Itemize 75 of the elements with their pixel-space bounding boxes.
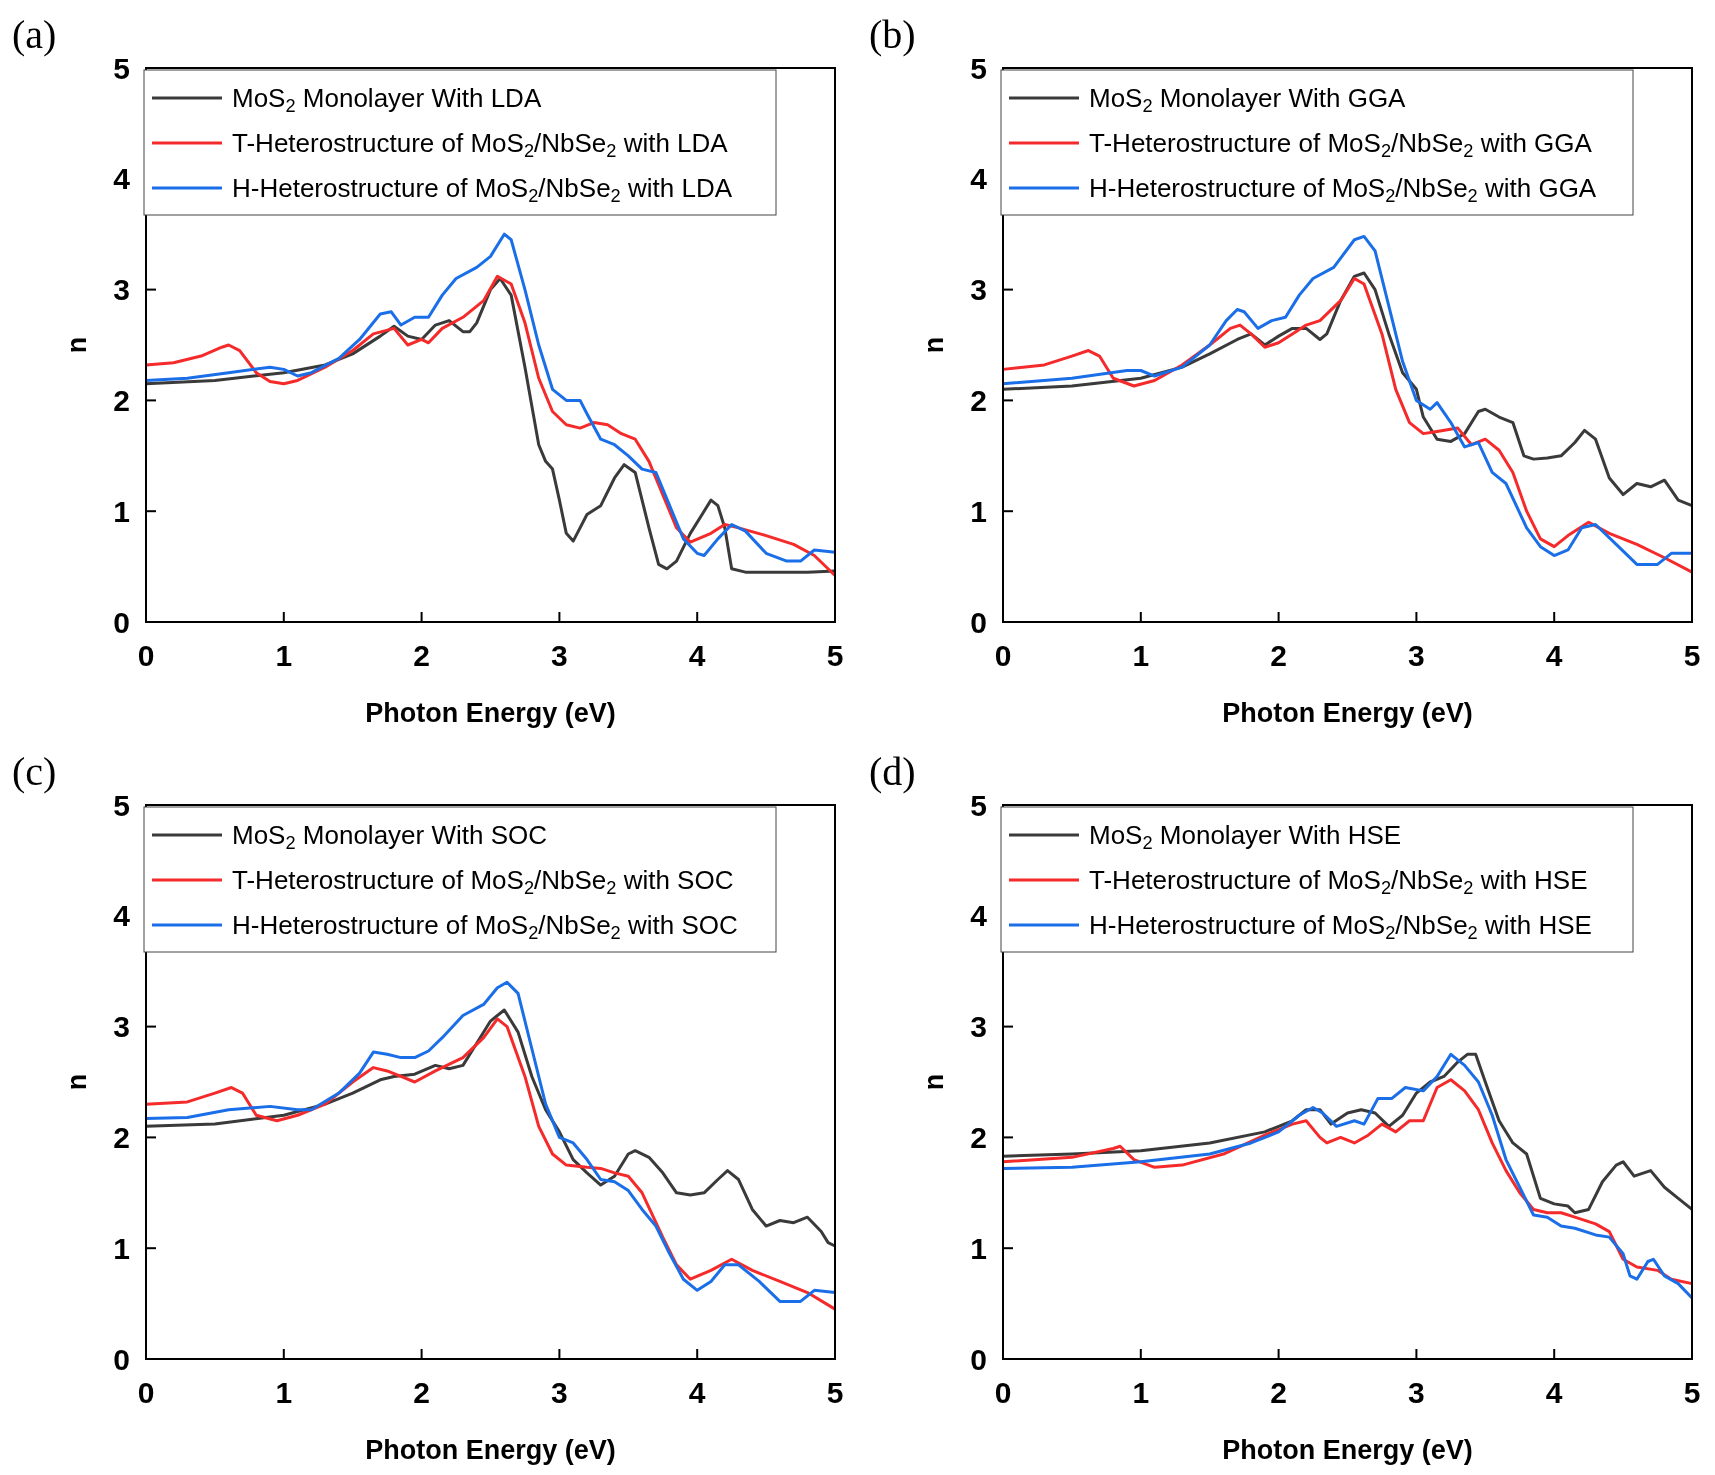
x-tick-label: 1 xyxy=(1132,639,1150,672)
x-tick-label: 1 xyxy=(1132,1376,1150,1409)
legend-label: MoS$_{2}$ Monolayer With SOC xyxy=(232,820,547,854)
x-tick-label: 5 xyxy=(826,639,844,672)
x-tick-label: 4 xyxy=(688,639,706,672)
x-tick-label: 4 xyxy=(1545,639,1563,672)
y-tick-label: 4 xyxy=(970,162,988,196)
y-tick-label: 0 xyxy=(970,1342,987,1376)
y-tick-label: 3 xyxy=(113,273,130,307)
x-tick-label: 4 xyxy=(1545,1376,1563,1409)
y-tick-label: 5 xyxy=(113,788,130,822)
line-series xyxy=(1001,1052,1694,1300)
y-tick-label: 2 xyxy=(113,383,130,417)
x-tick-label: 5 xyxy=(1683,639,1701,672)
y-tick-label: 0 xyxy=(970,605,987,639)
x-tick-label: 0 xyxy=(137,639,155,672)
legend-label: MoS$_{2}$ Monolayer With GGA xyxy=(1089,83,1407,117)
x-tick-label: 2 xyxy=(1270,639,1287,672)
y-axis-title: n xyxy=(919,1073,949,1091)
x-tick-label: 4 xyxy=(688,1376,706,1409)
legend-label: T-Heterostructure of MoS$_{2}$/NbSe$_{2}$ with SOC xyxy=(232,865,734,899)
y-tick-label: 1 xyxy=(970,494,987,528)
y-tick-label: 0 xyxy=(113,605,130,639)
y-axis-title: n xyxy=(62,336,92,354)
x-tick-label: 3 xyxy=(551,1376,568,1409)
legend-label: H-Heterostructure of MoS$_{2}$/NbSe$_{2}$ with GGA xyxy=(1089,173,1597,207)
y-tick-label: 1 xyxy=(970,1231,987,1265)
x-axis-title: Photon Energy (eV) xyxy=(365,1435,616,1465)
x-tick-label: 5 xyxy=(1683,1376,1701,1409)
legend-label: MoS$_{2}$ Monolayer With LDA xyxy=(232,83,542,117)
x-axis-title: Photon Energy (eV) xyxy=(365,698,616,728)
y-tick-label: 2 xyxy=(970,383,987,417)
legend-label: T-Heterostructure of MoS$_{2}$/NbSe$_{2}$ with LDA xyxy=(232,128,729,162)
y-tick-label: 2 xyxy=(113,1120,130,1154)
chart-title: (c) xyxy=(12,749,57,794)
line-series xyxy=(144,1008,837,1248)
y-tick-label: 0 xyxy=(113,1342,130,1376)
x-tick-label: 0 xyxy=(137,1376,155,1409)
x-axis-title: Photon Energy (eV) xyxy=(1222,1435,1473,1465)
x-tick-label: 3 xyxy=(1408,639,1425,672)
x-tick-label: 3 xyxy=(1408,1376,1425,1409)
y-tick-label: 3 xyxy=(970,273,987,307)
y-axis-title: n xyxy=(62,1073,92,1091)
y-tick-label: 5 xyxy=(113,51,130,85)
x-tick-label: 0 xyxy=(994,1376,1012,1409)
y-tick-label: 4 xyxy=(970,899,988,933)
y-tick-label: 5 xyxy=(970,788,987,822)
y-tick-label: 3 xyxy=(113,1010,130,1044)
y-tick-label: 5 xyxy=(970,51,987,85)
chart-title: (d) xyxy=(869,749,916,794)
legend-label: H-Heterostructure of MoS$_{2}$/NbSe$_{2}$ with HSE xyxy=(1089,910,1592,944)
x-tick-label: 1 xyxy=(275,639,293,672)
legend-label: MoS$_{2}$ Monolayer With HSE xyxy=(1089,820,1402,854)
x-tick-label: 5 xyxy=(826,1376,844,1409)
x-tick-label: 2 xyxy=(413,1376,430,1409)
legend-label: H-Heterostructure of MoS$_{2}$/NbSe$_{2}$ with SOC xyxy=(232,910,738,944)
y-tick-label: 1 xyxy=(113,1231,130,1265)
x-tick-label: 2 xyxy=(1270,1376,1287,1409)
y-tick-label: 4 xyxy=(113,162,131,196)
line-series xyxy=(144,232,837,563)
y-tick-label: 3 xyxy=(970,1010,987,1044)
chart-title: (a) xyxy=(12,12,57,57)
legend-label: H-Heterostructure of MoS$_{2}$/NbSe$_{2}$ with LDA xyxy=(232,173,733,207)
x-tick-label: 2 xyxy=(413,639,430,672)
chart-title: (b) xyxy=(869,12,916,57)
y-tick-label: 2 xyxy=(970,1120,987,1154)
y-axis-title: n xyxy=(919,336,949,354)
x-tick-label: 1 xyxy=(275,1376,293,1409)
y-tick-label: 1 xyxy=(113,494,130,528)
x-tick-label: 3 xyxy=(551,639,568,672)
legend-label: T-Heterostructure of MoS$_{2}$/NbSe$_{2}$ with HSE xyxy=(1089,865,1588,899)
x-axis-title: Photon Energy (eV) xyxy=(1222,698,1473,728)
legend-label: T-Heterostructure of MoS$_{2}$/NbSe$_{2}$ with GGA xyxy=(1089,128,1593,162)
x-tick-label: 0 xyxy=(994,639,1012,672)
y-tick-label: 4 xyxy=(113,899,131,933)
